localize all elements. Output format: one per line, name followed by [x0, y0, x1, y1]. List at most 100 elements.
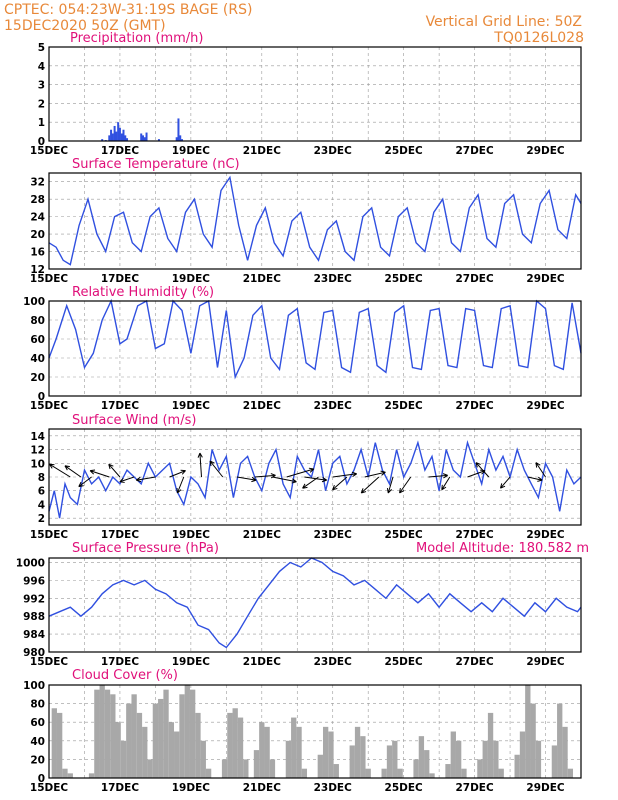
cloud-cover-bar [62, 769, 67, 778]
humidity-y-tick: 100 [23, 296, 45, 308]
cloud-cover-bar [286, 741, 291, 778]
temperature-x-tick: 15DEC [30, 273, 69, 285]
cloud-cover-y-tick: 80 [30, 699, 45, 711]
cloud-cover-x-tick: 17DEC [101, 782, 140, 794]
humidity-x-tick: 27DEC [455, 400, 494, 412]
cloud-cover-bar [419, 736, 424, 778]
cloud-cover-bar [328, 732, 333, 779]
cloud-cover-bar [296, 727, 301, 778]
cloud-cover-bar [552, 745, 557, 778]
precipitation-x-tick: 23DEC [314, 145, 353, 157]
cloud-cover-bar [318, 755, 323, 778]
model-altitude-label: Model Altitude: 180.582 m [416, 541, 589, 556]
humidity-x-tick: 15DEC [30, 400, 69, 412]
temperature-y-tick: 24 [30, 212, 45, 224]
cloud-cover-bar [424, 750, 429, 778]
precipitation-y-tick: 4 [38, 61, 45, 73]
cloud-cover-y-tick: 20 [30, 754, 45, 766]
cloud-cover-bar [259, 722, 264, 778]
cloud-cover-x-tick: 27DEC [455, 782, 494, 794]
cloud-cover-bar [445, 764, 450, 778]
temperature-x-tick: 27DEC [455, 273, 494, 285]
pressure-x-tick: 23DEC [314, 656, 353, 668]
temperature-x-tick: 23DEC [314, 273, 353, 285]
cloud-cover-y-tick: 40 [30, 736, 45, 748]
precipitation-panel: 01234515DEC 17DEC 19DEC 21DEC 23DEC 25DEC 27DE… [30, 31, 581, 157]
precipitation-x-tick: 29DEC [526, 145, 565, 157]
cloud-cover-bar [227, 713, 232, 778]
wind-y-tick: 8 [38, 472, 45, 484]
cloud-cover-panel: 0 20 40 60 80 100 15DEC 17DEC 19DEC 21DEC 23DEC 25D… [23, 668, 581, 794]
cloud-cover-bar [195, 713, 200, 778]
cloud-cover-bar [397, 769, 402, 778]
precipitation-x-tick: 27DEC [455, 145, 494, 157]
cloud-cover-bar [206, 769, 211, 778]
wind-x-tick: 27DEC [455, 529, 494, 541]
humidity-title: Relative Humidity (%) [72, 285, 214, 300]
wind-vector-arrow [303, 477, 319, 488]
precipitation-y-tick: 2 [38, 98, 45, 110]
wind-vector-arrow [468, 470, 486, 477]
precipitation-bar [140, 133, 142, 141]
cloud-cover-bar [568, 769, 573, 778]
cloud-cover-bar [52, 708, 57, 778]
cloud-cover-x-tick: 29DEC [526, 782, 565, 794]
pressure-y-tick: 996 [23, 575, 45, 587]
cloud-cover-bar [387, 745, 392, 778]
temperature-x-tick: 29DEC [526, 273, 565, 285]
pressure-y-tick: 1000 [16, 557, 45, 569]
cloud-cover-bar [190, 690, 195, 778]
cloud-cover-bar [483, 741, 488, 778]
wind-x-tick: 19DEC [172, 529, 211, 541]
cloud-cover-bar [525, 685, 530, 778]
humidity-x-tick: 25DEC [385, 400, 424, 412]
cloud-cover-bar [323, 727, 328, 778]
wind-title: Surface Wind (m/s) [72, 413, 196, 428]
cloud-cover-bar [185, 685, 190, 778]
cloud-cover-bar [366, 769, 371, 778]
precipitation-bar [108, 135, 110, 141]
cloud-cover-bar [169, 722, 174, 778]
cloud-cover-x-tick: 19DEC [172, 782, 211, 794]
pressure-x-tick: 21DEC [243, 656, 282, 668]
temperature-panel: 12162024283215DEC 17DEC 19DEC 21DEC 23DEC 25D… [30, 157, 581, 285]
cloud-cover-x-tick: 15DEC [30, 782, 69, 794]
precipitation-bar [114, 126, 116, 141]
precipitation-x-tick: 25DEC [385, 145, 424, 157]
cloud-cover-bar [131, 694, 136, 778]
pressure-x-tick: 17DEC [101, 656, 140, 668]
precipitation-bar [124, 135, 126, 141]
temperature-y-tick: 16 [30, 247, 45, 259]
cloud-cover-bar [562, 727, 567, 778]
cloud-cover-bar [147, 759, 152, 778]
cloud-cover-bar [100, 685, 105, 778]
header-station: CPTEC: 054:23W-31:19S BAGE (RS) [4, 2, 252, 18]
cloud-cover-bar [57, 713, 62, 778]
humidity-x-tick: 19DEC [172, 400, 211, 412]
temperature-title: Surface Temperature (nC) [72, 157, 240, 172]
cloud-cover-bar [126, 704, 131, 778]
precipitation-frame [49, 47, 581, 141]
humidity-x-tick: 23DEC [314, 400, 353, 412]
cloud-cover-bar [461, 769, 466, 778]
cloud-cover-bar [121, 741, 126, 778]
cloud-cover-bar [477, 759, 482, 778]
wind-vector-arrow [237, 477, 256, 482]
cloud-cover-bar [68, 773, 73, 778]
cloud-cover-bar [291, 718, 296, 778]
wind-vector-arrow [120, 477, 134, 482]
wind-vector-arrow [442, 477, 450, 490]
wind-y-tick: 2 [38, 513, 45, 525]
temperature-y-tick: 32 [30, 177, 45, 189]
cloud-cover-bar [334, 764, 339, 778]
cloud-cover-bar [243, 759, 248, 778]
cloud-cover-bar [488, 713, 493, 778]
precipitation-bar [119, 128, 121, 141]
cloud-cover-bar [360, 736, 365, 778]
pressure-title: Surface Pressure (hPa) [72, 541, 219, 556]
cloud-cover-bar [515, 755, 520, 778]
precipitation-y-tick: 3 [38, 80, 45, 92]
wind-vector-arrow [109, 464, 120, 477]
humidity-x-tick: 29DEC [526, 400, 565, 412]
humidity-y-tick: 40 [30, 353, 45, 365]
